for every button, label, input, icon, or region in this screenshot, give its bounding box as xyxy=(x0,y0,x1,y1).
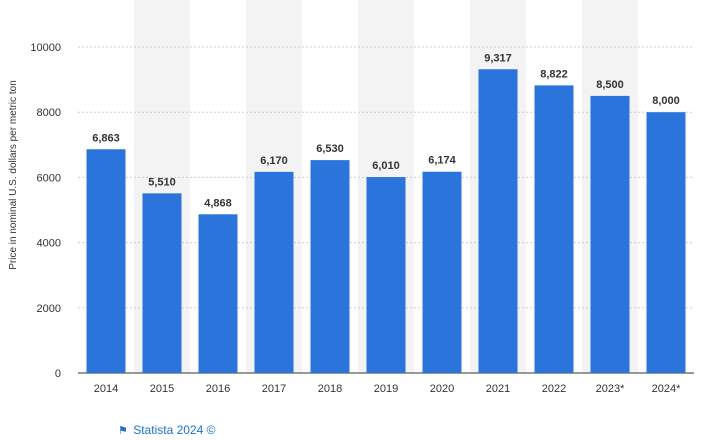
x-tick-label: 2019 xyxy=(374,383,398,395)
x-axis-ticks: 2014 2015 2016 2017 2018 2019 2020 2021 2022 2023… xyxy=(94,383,681,395)
y-tick-label: 6000 xyxy=(37,172,61,184)
bar[interactable] xyxy=(366,177,406,373)
data-label: 8,000 xyxy=(652,95,680,107)
data-label: 6,863 xyxy=(92,132,120,144)
data-label: 6,174 xyxy=(428,155,456,167)
x-tick-label: 2015 xyxy=(150,383,174,395)
y-axis-label: Price in nominal U.S. dollars per metric… xyxy=(8,80,19,270)
bar[interactable] xyxy=(422,171,462,373)
x-tick-label: 2016 xyxy=(206,383,230,395)
credit-text: Statista 2024 © xyxy=(133,423,216,437)
x-tick-label: 2020 xyxy=(430,383,454,395)
flag-icon: ⚑ xyxy=(118,425,128,437)
data-label: 9,317 xyxy=(484,52,512,64)
bar[interactable] xyxy=(86,149,126,373)
y-tick-label: 4000 xyxy=(37,238,61,250)
bar[interactable] xyxy=(646,112,686,373)
data-label: 4,868 xyxy=(204,197,232,209)
y-tick-label: 8000 xyxy=(37,107,61,119)
y-axis-ticks: 0 2000 4000 6000 8000 10000 xyxy=(30,42,61,380)
bar[interactable] xyxy=(142,193,182,373)
y-tick-label: 0 xyxy=(55,368,61,380)
bar[interactable] xyxy=(198,214,238,373)
y-tick-label: 2000 xyxy=(37,303,61,315)
x-tick-label: 2017 xyxy=(262,383,286,395)
data-label: 6,530 xyxy=(316,143,344,155)
data-label: 5,510 xyxy=(148,176,176,188)
x-tick-label: 2021 xyxy=(486,383,510,395)
x-tick-label: 2024* xyxy=(652,383,681,395)
data-labels: 6,863 5,510 4,868 6,170 6,530 6,010 6,174 9,317… xyxy=(92,52,680,209)
x-tick-label: 2023* xyxy=(596,383,625,395)
x-tick-label: 2014 xyxy=(94,383,118,395)
bar[interactable] xyxy=(590,95,630,374)
x-tick-label: 2022 xyxy=(542,383,566,395)
bar[interactable] xyxy=(534,85,574,373)
data-label: 6,010 xyxy=(372,160,400,172)
data-label: 8,822 xyxy=(540,68,568,80)
bar[interactable] xyxy=(478,69,518,373)
bar[interactable] xyxy=(254,171,294,373)
bar[interactable] xyxy=(310,160,350,373)
x-tick-label: 2018 xyxy=(318,383,342,395)
bars xyxy=(86,69,686,374)
data-label: 8,500 xyxy=(596,79,624,91)
y-tick-label: 10000 xyxy=(30,42,61,54)
data-label: 6,170 xyxy=(260,155,288,167)
statista-credit[interactable]: ⚑ Statista 2024 © xyxy=(118,423,215,437)
